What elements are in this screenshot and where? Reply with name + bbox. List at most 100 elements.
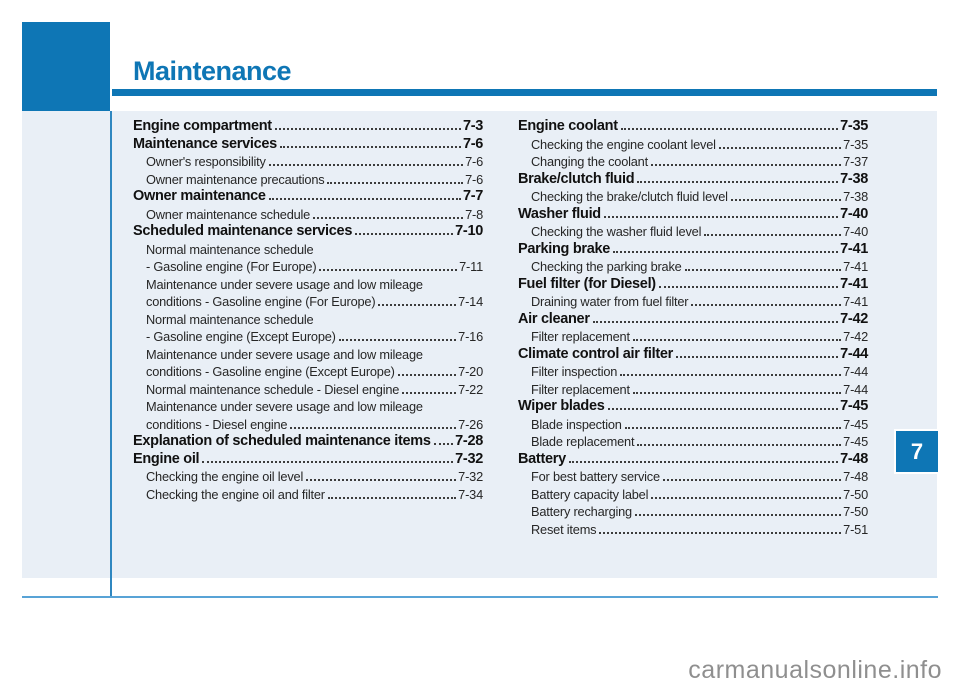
toc-entry[interactable]: Checking the washer fluid level 7-40 [518, 223, 868, 241]
toc-entry[interactable]: Checking the brake/clutch fluid level 7-… [518, 188, 868, 206]
toc-entry[interactable]: Normal maintenance schedule [133, 241, 483, 259]
leader-dots [402, 391, 457, 394]
toc-entry-text: Maintenance under severe usage and low m… [146, 399, 423, 414]
toc-entry-text: Owner maintenance precautions [146, 171, 325, 187]
leader-dots [684, 269, 842, 271]
toc-entry[interactable]: Maintenance under severe usage and low m… [133, 276, 483, 294]
leader-dots [397, 374, 457, 376]
toc-entry[interactable]: Owner maintenance 7-7 [133, 188, 483, 206]
toc-entry[interactable]: Normal maintenance schedule - Diesel eng… [133, 381, 483, 399]
toc-entry[interactable]: Filter replacement 7-42 [518, 328, 868, 346]
toc-entry[interactable]: Owner's responsibility 7-6 [133, 153, 483, 171]
toc-entry[interactable]: Blade inspection 7-45 [518, 416, 868, 434]
toc-entry[interactable]: Filter inspection 7-44 [518, 363, 868, 381]
leader-dots [274, 128, 461, 130]
toc-page-number: 7-26 [458, 416, 483, 432]
toc-entry[interactable]: Climate control air filter 7-44 [518, 346, 868, 364]
toc-entry[interactable]: Changing the coolant 7-37 [518, 153, 868, 171]
toc-entry[interactable]: Engine oil 7-32 [133, 451, 483, 469]
toc-entry[interactable]: Blade replacement 7-45 [518, 433, 868, 451]
leader-dots [637, 444, 842, 446]
leader-dots [718, 146, 842, 149]
toc-entry[interactable]: Maintenance under severe usage and low m… [133, 346, 483, 364]
toc-entry[interactable]: Engine coolant 7-35 [518, 118, 868, 136]
page-title: Maintenance [133, 56, 292, 86]
toc-entry[interactable]: Owner maintenance precautions 7-6 [133, 171, 483, 189]
toc-entry-text: Filter replacement [531, 329, 630, 344]
toc-entry-text: Reset items [531, 521, 597, 537]
toc-entry[interactable]: Reset items 7-51 [518, 521, 868, 539]
toc-entry-text: Checking the washer fluid level [531, 224, 702, 239]
toc-entry[interactable]: Air cleaner 7-42 [518, 311, 868, 329]
leader-dots [603, 215, 839, 218]
leader-dots [624, 426, 842, 429]
toc-entry[interactable]: For best battery service 7-48 [518, 468, 868, 486]
toc-page-number: 7-50 [843, 486, 868, 502]
toc-entry[interactable]: - Gasoline engine (For Europe) 7-11 [133, 258, 483, 276]
toc-entry-text: Checking the engine oil and filter [146, 486, 325, 502]
leader-dots [202, 460, 454, 463]
toc-entry[interactable]: conditions - Diesel engine 7-26 [133, 416, 483, 434]
vertical-divider [110, 111, 112, 598]
bottom-rule [22, 596, 938, 598]
toc-entry-text: Engine oil [133, 450, 200, 467]
leader-dots [327, 496, 457, 499]
toc-entry[interactable]: Washer fluid 7-40 [518, 206, 868, 224]
leader-dots [632, 339, 842, 341]
toc-page-number: 7-45 [843, 416, 868, 432]
toc-entry[interactable]: Maintenance services 7-6 [133, 136, 483, 154]
toc-entry[interactable]: Draining water from fuel filter 7-41 [518, 293, 868, 311]
toc-entry-text: Normal maintenance schedule [146, 241, 314, 257]
chapter-tab-7[interactable]: 7 [894, 429, 940, 474]
toc-entry[interactable]: Normal maintenance schedule [133, 311, 483, 329]
toc-entry-text: Explanation of scheduled maintenance ite… [133, 433, 431, 449]
toc-entry[interactable]: Maintenance under severe usage and low m… [133, 398, 483, 416]
toc-page-number: 7-44 [843, 381, 868, 397]
toc-entry[interactable]: Battery capacity label 7-50 [518, 486, 868, 504]
toc-entry[interactable]: Engine compartment 7-3 [133, 118, 483, 136]
toc-entry[interactable]: Filter replacement 7-44 [518, 381, 868, 399]
leader-dots [620, 128, 839, 130]
leader-dots [599, 531, 842, 534]
toc-entry[interactable]: Checking the engine coolant level 7-35 [518, 136, 868, 154]
leader-dots [319, 269, 458, 271]
toc-entry-text: Blade replacement [531, 434, 635, 449]
watermark: carmanualsonline.info [688, 656, 942, 684]
toc-entry-text: Owner maintenance schedule [146, 206, 311, 222]
leader-dots [327, 181, 464, 184]
toc-page-number: 7-10 [455, 223, 483, 239]
toc-page-number: 7-45 [840, 398, 868, 414]
toc-entry[interactable]: conditions - Gasoline engine (For Europe… [133, 293, 483, 311]
toc-page-number: 7-37 [843, 154, 868, 169]
toc-page-number: 7-45 [843, 434, 868, 449]
toc-entry[interactable]: Checking the parking brake 7-41 [518, 258, 868, 276]
toc-entry[interactable]: Battery 7-48 [518, 451, 868, 469]
title-rule [112, 89, 937, 96]
toc-entry[interactable]: Checking the engine oil and filter 7-34 [133, 486, 483, 504]
toc-entry[interactable]: conditions - Gasoline engine (Except Eur… [133, 363, 483, 381]
leader-dots [658, 285, 839, 288]
toc-entry-text: Normal maintenance schedule [146, 311, 314, 327]
toc-entry[interactable]: Explanation of scheduled maintenance ite… [133, 433, 483, 451]
toc-entry[interactable]: Battery recharging 7-50 [518, 503, 868, 521]
toc-entry-text: Parking brake [518, 240, 611, 257]
toc-entry[interactable]: Fuel filter (for Diesel) 7-41 [518, 276, 868, 294]
leader-dots [378, 304, 457, 306]
toc-entry[interactable]: Wiper blades 7-45 [518, 398, 868, 416]
toc-entry[interactable]: Checking the engine oil level 7-32 [133, 468, 483, 486]
leader-dots [637, 180, 839, 183]
toc-page-number: 7-6 [465, 171, 483, 187]
toc-page-number: 7-41 [840, 240, 868, 257]
toc-entry-text: Filter replacement [531, 381, 630, 397]
toc-entry[interactable]: Scheduled maintenance services 7-10 [133, 223, 483, 241]
toc-entry[interactable]: Brake/clutch fluid 7-38 [518, 171, 868, 189]
toc-page-number: 7-50 [843, 504, 868, 519]
toc-page-number: 7-28 [455, 433, 483, 449]
chapter-color-block [22, 22, 110, 111]
toc-entry[interactable]: Parking brake 7-41 [518, 241, 868, 259]
toc-entry[interactable]: - Gasoline engine (Except Europe) 7-16 [133, 328, 483, 346]
toc-entry[interactable]: Owner maintenance schedule 7-8 [133, 206, 483, 224]
toc-page-number: 7-6 [465, 154, 483, 169]
toc-page-number: 7-32 [458, 469, 483, 484]
toc-entry-text: - Gasoline engine (Except Europe) [146, 329, 336, 344]
